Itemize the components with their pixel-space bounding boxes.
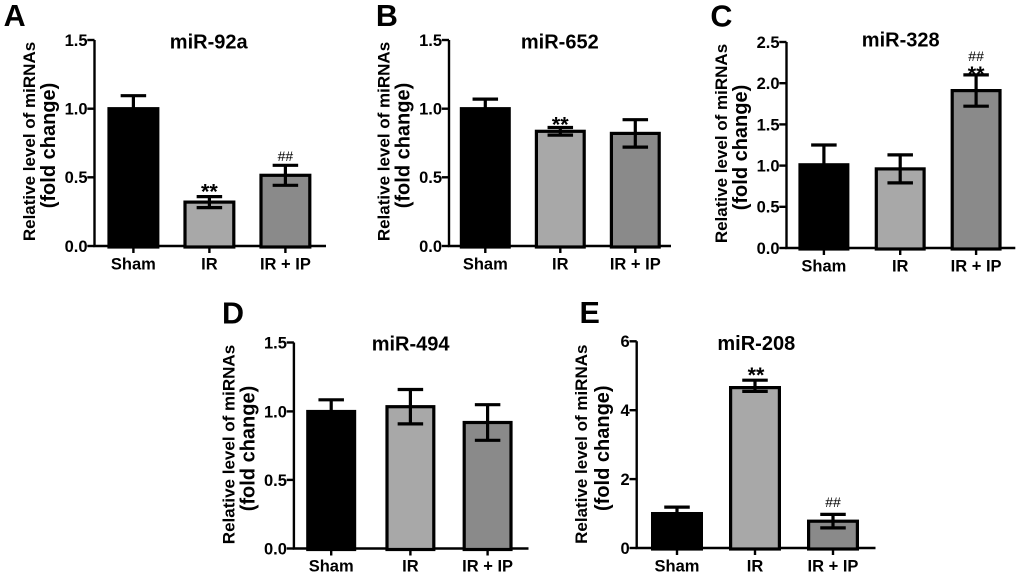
svg-text:6: 6 [621, 333, 630, 351]
svg-text:**: ** [748, 363, 765, 387]
svg-text:1.0: 1.0 [757, 158, 780, 176]
svg-text:C: C [710, 0, 732, 34]
svg-text:IR: IR [552, 256, 569, 274]
svg-text:B: B [376, 0, 398, 33]
svg-text:Relative level of miRNAs: Relative level of miRNAs [375, 42, 394, 241]
svg-text:A: A [4, 0, 26, 33]
svg-text:0.0: 0.0 [757, 240, 780, 258]
svg-text:4: 4 [621, 402, 631, 420]
svg-text:miR-208: miR-208 [717, 333, 795, 355]
svg-text:D: D [222, 297, 244, 331]
svg-text:IR: IR [892, 258, 909, 276]
svg-text:IR + IP: IR + IP [462, 558, 513, 576]
svg-text:IR + IP: IR + IP [951, 258, 1002, 276]
svg-text:E: E [580, 296, 600, 330]
svg-text:IR + IP: IR + IP [260, 256, 311, 274]
svg-text:2: 2 [621, 471, 630, 489]
svg-text:(fold change): (fold change) [592, 385, 614, 511]
svg-text:IR: IR [201, 256, 218, 274]
svg-text:##: ## [278, 148, 294, 164]
svg-text:IR: IR [402, 558, 419, 576]
svg-text:1.5: 1.5 [264, 334, 287, 352]
svg-text:**: ** [201, 180, 218, 204]
svg-text:2.5: 2.5 [757, 34, 780, 52]
svg-text:Sham: Sham [655, 557, 700, 575]
svg-text:IR + IP: IR + IP [808, 557, 859, 575]
svg-text:##: ## [825, 494, 841, 510]
svg-text:0.5: 0.5 [264, 472, 287, 490]
svg-text:Sham: Sham [111, 256, 156, 274]
svg-text:1.5: 1.5 [419, 32, 442, 50]
svg-text:1.5: 1.5 [65, 32, 88, 50]
svg-text:Sham: Sham [309, 558, 354, 576]
svg-text:0.5: 0.5 [65, 169, 88, 187]
svg-text:Relative level of miRNAs: Relative level of miRNAs [572, 345, 591, 544]
svg-text:Relative level of miRNAs: Relative level of miRNAs [20, 42, 39, 241]
svg-text:0.0: 0.0 [419, 238, 442, 256]
svg-text:##: ## [968, 48, 984, 64]
svg-text:Sham: Sham [801, 258, 846, 276]
svg-text:(fold change): (fold change) [730, 85, 752, 211]
svg-text:IR: IR [747, 557, 764, 575]
svg-text:2.0: 2.0 [757, 75, 780, 93]
svg-text:IR + IP: IR + IP [610, 256, 661, 274]
svg-text:(fold change): (fold change) [393, 83, 415, 209]
svg-text:0.5: 0.5 [419, 169, 442, 187]
svg-text:**: ** [552, 113, 569, 137]
svg-text:0.0: 0.0 [65, 238, 88, 256]
svg-text:1.5: 1.5 [757, 116, 780, 134]
svg-text:1.0: 1.0 [65, 101, 88, 119]
svg-text:**: ** [968, 62, 985, 86]
svg-text:miR-494: miR-494 [372, 333, 451, 355]
svg-text:0.5: 0.5 [757, 199, 780, 217]
svg-text:1.0: 1.0 [419, 101, 442, 119]
svg-text:Relative level of miRNAs: Relative level of miRNAs [712, 44, 731, 243]
svg-text:(fold change): (fold change) [238, 386, 260, 512]
svg-text:miR-652: miR-652 [521, 32, 599, 54]
svg-text:Sham: Sham [463, 256, 508, 274]
svg-text:(fold change): (fold change) [38, 83, 60, 209]
svg-text:0: 0 [621, 540, 630, 558]
svg-text:0.0: 0.0 [264, 540, 287, 558]
svg-text:miR-328: miR-328 [862, 29, 940, 51]
svg-text:miR-92a: miR-92a [170, 32, 249, 54]
svg-text:1.0: 1.0 [264, 403, 287, 421]
svg-text:Relative level of miRNAs: Relative level of miRNAs [220, 345, 239, 544]
